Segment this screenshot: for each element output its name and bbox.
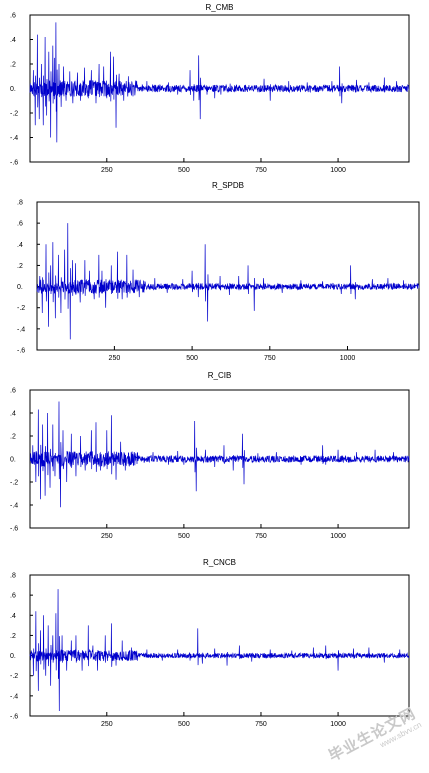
y-tick-label: 0. [17,284,23,291]
chart-title: R_CNCB [203,558,236,567]
y-tick-label: -.2 [10,111,18,118]
y-tick-label: 0. [10,86,16,93]
y-tick-label: -.4 [10,135,18,142]
chart-panel: R_CMB -.6 -.4 -.2 0. .2 .4 .6 250 500 750 1000 [10,3,410,174]
y-tick-label: .6 [10,593,16,600]
series-line [29,401,410,508]
y-tick-label: .4 [10,411,16,418]
x-tick-label: 750 [255,721,267,728]
x-tick-label: 500 [178,167,190,174]
y-tick-label: .4 [10,37,16,44]
y-tick-label: 0. [10,457,16,464]
y-tick-label: -.6 [10,160,18,167]
x-tick-label: 1000 [340,355,356,362]
y-tick-label: .8 [17,200,23,207]
y-tick-label: .2 [10,62,16,69]
y-tick-label: 0. [10,653,16,660]
x-tick-label: 500 [186,355,198,362]
x-tick-label: 750 [264,355,276,362]
chart-title: R_CMB [205,3,233,12]
x-tick-label: 750 [255,533,267,540]
x-tick-label: 250 [101,167,113,174]
series-line [29,589,410,711]
chart-title: R_CIB [208,371,232,380]
y-tick-label: .8 [10,573,16,580]
x-tick-label: 1000 [330,167,346,174]
y-tick-label: -.4 [10,693,18,700]
x-tick-label: 1000 [330,533,346,540]
plot-frame [29,574,410,717]
y-tick-label: -.4 [10,503,18,510]
y-tick-label: -.6 [17,348,25,355]
chart-panel: R_CNCB -.6 -.4 -.2 0. .2 .4 .6 .8 250 500 750 1000 [10,558,410,728]
y-tick-label: .4 [17,242,23,249]
y-tick-label: -.2 [10,673,18,680]
y-tick-label: .2 [17,263,23,270]
x-tick-label: 250 [101,533,113,540]
plot-frame [36,201,420,351]
y-tick-label: -.6 [10,714,18,721]
x-tick-label: 250 [109,355,121,362]
chart-panel: R_SPDB -.6 -.4 -.2 0. .2 .4 .6 .8 250 500 750 1000 [17,181,420,362]
y-tick-label: .2 [10,434,16,441]
y-tick-label: -.4 [17,326,25,333]
chart-panel: R_CIB -.6 -.4 -.2 0. .2 .4 .6 250 500 750 1000 [10,371,410,540]
series-line [36,223,420,340]
y-tick-label: -.2 [10,480,18,487]
chart-title: R_SPDB [212,181,244,190]
y-tick-label: .6 [10,13,16,20]
x-tick-label: 250 [101,721,113,728]
y-tick-label: .2 [10,633,16,640]
y-tick-label: .6 [10,388,16,395]
y-tick-label: .4 [10,613,16,620]
x-tick-label: 500 [178,721,190,728]
y-tick-label: -.2 [17,305,25,312]
x-tick-label: 1000 [330,721,346,728]
series-line [29,22,410,143]
y-tick-label: -.6 [10,526,18,533]
x-tick-label: 500 [178,533,190,540]
y-tick-label: .6 [17,221,23,228]
x-tick-label: 750 [255,167,267,174]
